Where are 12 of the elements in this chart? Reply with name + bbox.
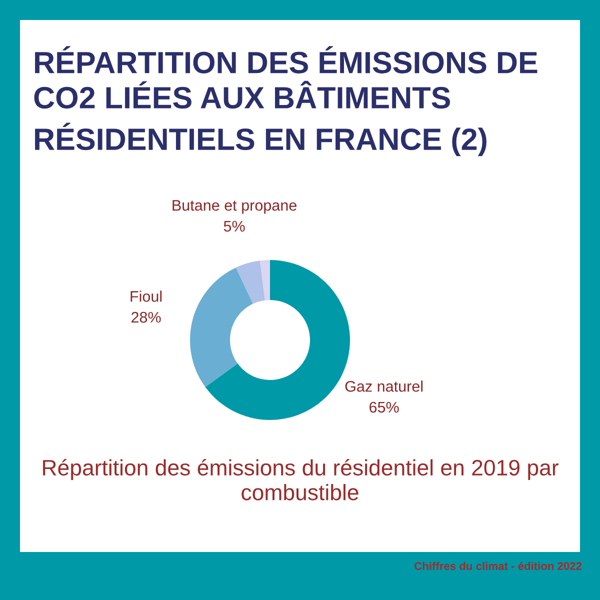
donut-slice	[236, 260, 265, 304]
data-label: 65%	[370, 402, 399, 413]
chart-title: RÉPARTITION DES ÉMISSIONS DE CO2 LIÉES AUX BÂTIMENTS RÉSIDENTIELS EN FRANCE (2)	[34, 46, 538, 156]
data-label: 28%	[132, 312, 161, 323]
text: Chiffres du climat - édition 2022	[414, 562, 582, 570]
slice-label: Fioul	[130, 290, 162, 302]
data-label: 5%	[224, 220, 245, 232]
slice-label: Butane et propane	[172, 200, 296, 214]
donut-slice	[190, 268, 253, 388]
slice-label: Gaz naturel	[345, 380, 423, 392]
text: Répartition des émissions du résidentiel en 2019 par combustible	[43, 459, 558, 500]
donut-slice	[260, 260, 270, 300]
